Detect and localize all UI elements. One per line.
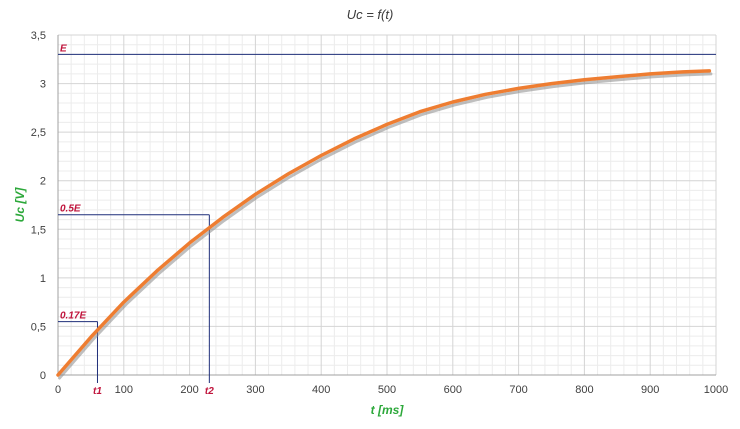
x-tick-label: 600 <box>444 384 462 396</box>
x-tick-label: 1000 <box>704 384 728 396</box>
y-tick-label: 2,5 <box>31 127 46 139</box>
y-tick-label: 2 <box>40 176 46 188</box>
y-tick-label: 0 <box>40 370 46 382</box>
x-tick-label: 700 <box>509 384 527 396</box>
x-tick-label: 800 <box>575 384 593 396</box>
annotation-first-level: 0.17E <box>60 311 86 322</box>
annotation-e: E <box>60 43 67 54</box>
y-tick-label: 1 <box>40 273 46 285</box>
y-tick-label: 1,5 <box>31 224 46 236</box>
grid <box>58 34 717 375</box>
x-tick-label: 200 <box>180 384 198 396</box>
annotation-t2: t2 <box>205 386 214 397</box>
y-tick-label: 3,5 <box>31 30 46 42</box>
series-line-shadow <box>58 72 713 380</box>
y-tick-label: 0,5 <box>31 321 46 333</box>
annotation-half-e: 0.5E <box>60 204 81 215</box>
tick-labels: 0 100 200 300 400 500 600 700 800 900 1000 0 0,5 1 1,5… <box>31 30 729 396</box>
annotations: E 0.5E 0.17E t1 t2 <box>60 43 214 397</box>
series-line <box>56 69 712 377</box>
x-axis-label: t [ms] <box>371 403 405 417</box>
x-tick-label: 300 <box>246 384 264 396</box>
axes <box>57 35 716 376</box>
y-axis-label: Uc [V] <box>13 187 27 223</box>
annotation-t1: t1 <box>93 386 102 397</box>
x-tick-label: 100 <box>115 384 133 396</box>
x-tick-label: 500 <box>378 384 396 396</box>
series <box>56 69 713 380</box>
guide-lines <box>58 53 716 383</box>
x-tick-label: 0 <box>55 384 61 396</box>
x-tick-label: 400 <box>312 384 330 396</box>
chart-title: Uc = f(t) <box>347 7 394 22</box>
y-tick-label: 3 <box>40 79 46 91</box>
x-tick-label: 900 <box>641 384 659 396</box>
